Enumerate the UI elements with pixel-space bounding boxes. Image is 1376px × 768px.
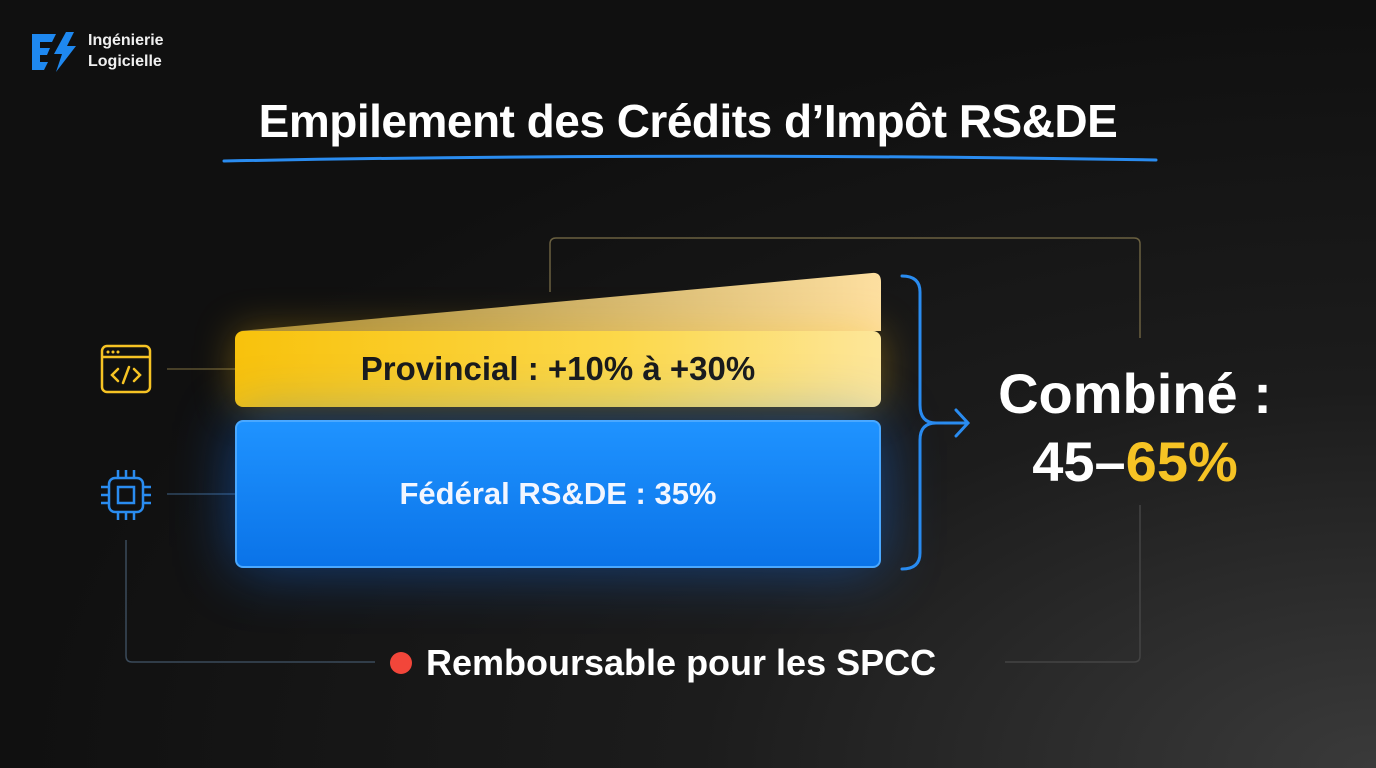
logo-icon bbox=[32, 32, 76, 72]
combined-range-high: 65% bbox=[1125, 430, 1238, 493]
note-text: Remboursable pour les SPCC bbox=[426, 642, 937, 683]
provincial-bar: Provincial : +10% à +30% bbox=[235, 331, 881, 407]
combined-result: Combiné : 45–65% bbox=[960, 360, 1310, 496]
provincial-label: Provincial : +10% à +30% bbox=[360, 350, 756, 387]
logo-text: Ingénierie Logicielle bbox=[88, 30, 164, 72]
code-window-icon bbox=[100, 344, 152, 394]
combined-label: Combiné : bbox=[998, 362, 1272, 425]
federal-bar: Fédéral RS&DE : 35% bbox=[235, 420, 881, 568]
bracket-arrow-icon bbox=[900, 274, 971, 571]
page-title: Empilement des Crédits d’Impôt RS&DE bbox=[258, 95, 1118, 147]
logo-line2: Logicielle bbox=[88, 53, 162, 70]
combined-range-low: 45– bbox=[1032, 430, 1126, 493]
red-dot-icon bbox=[390, 652, 412, 674]
title-underline bbox=[222, 154, 1158, 163]
federal-label: Fédéral RS&DE : 35% bbox=[399, 476, 717, 511]
provincial-wedge bbox=[240, 272, 881, 331]
refundable-note: Remboursable pour les SPCC bbox=[390, 642, 936, 684]
logo-line1: Ingénierie bbox=[88, 32, 164, 49]
cpu-chip-icon bbox=[101, 470, 151, 520]
